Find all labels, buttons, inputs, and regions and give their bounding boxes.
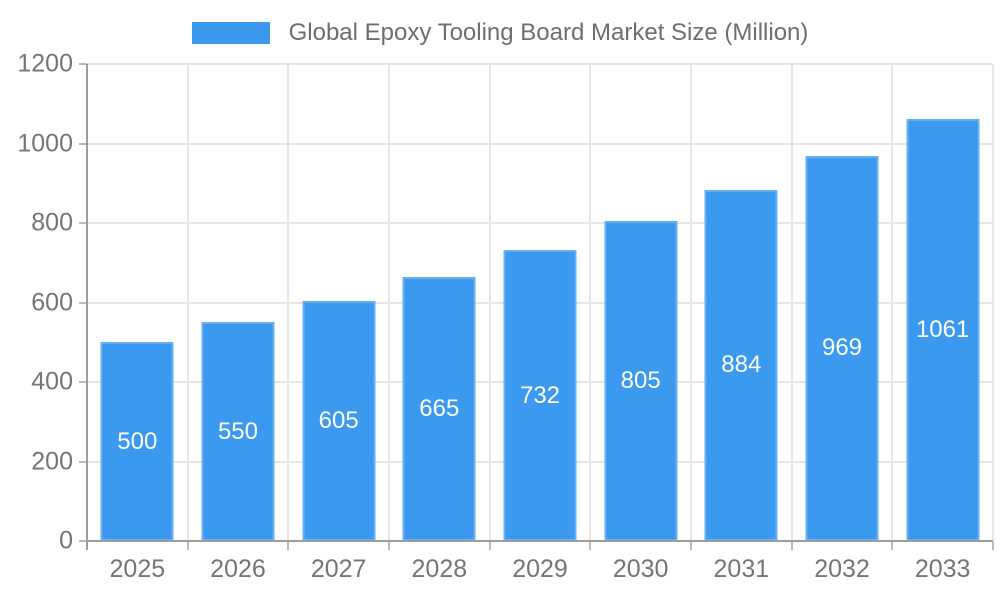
x-tick-label: 2031: [713, 555, 770, 583]
y-tick-mark: [79, 301, 87, 304]
x-tick-label: 2030: [612, 555, 669, 583]
v-gridline: [287, 64, 290, 541]
y-axis-line: [86, 64, 88, 550]
x-tick-label: 2027: [310, 555, 367, 583]
legend-item[interactable]: Global Epoxy Tooling Board Market Size (…: [191, 19, 809, 47]
x-tick-mark: [689, 542, 692, 550]
v-gridline: [589, 64, 592, 541]
bar[interactable]: 805: [604, 221, 678, 541]
bar[interactable]: 665: [402, 276, 476, 541]
y-tick-label: 800: [31, 208, 73, 237]
v-gridline: [186, 64, 189, 541]
x-axis-line: [87, 540, 993, 542]
bar[interactable]: 550: [201, 322, 275, 541]
x-tick-label: 2029: [512, 555, 568, 583]
y-tick-label: 1000: [17, 129, 73, 157]
x-tick-mark: [589, 542, 592, 550]
y-tick-mark: [79, 460, 87, 463]
x-tick-label: 2025: [109, 555, 166, 583]
bar-value-label: 605: [318, 406, 359, 434]
bar[interactable]: 1061: [906, 119, 980, 541]
v-gridline: [992, 64, 994, 541]
x-tick-mark: [992, 542, 994, 550]
bar[interactable]: 605: [302, 300, 376, 541]
v-gridline: [488, 64, 491, 541]
y-tick-label: 0: [59, 526, 73, 555]
y-tick-label: 600: [31, 288, 73, 316]
bar[interactable]: 732: [503, 250, 577, 541]
legend-swatch-icon: [191, 22, 270, 44]
bar-value-label: 665: [419, 394, 460, 422]
bar-value-label: 1061: [915, 316, 970, 344]
bar[interactable]: 969: [805, 155, 879, 541]
x-tick-label: 2028: [411, 555, 468, 583]
x-tick-label: 2026: [210, 555, 266, 583]
y-tick-mark: [79, 540, 87, 542]
y-tick-mark: [79, 381, 87, 384]
v-gridline: [891, 64, 894, 541]
y-tick-label: 200: [31, 447, 73, 476]
h-gridline: [87, 142, 993, 145]
y-tick-mark: [79, 222, 87, 225]
x-tick-mark: [186, 542, 189, 550]
bar-value-label: 969: [821, 334, 863, 362]
h-gridline: [87, 222, 993, 225]
bar-value-label: 884: [721, 351, 762, 379]
bar[interactable]: 884: [704, 189, 778, 541]
plot-area: 0 200 400 600 800 1000 1200 2025 2026 2027 2028 202…: [17, 51, 994, 582]
x-tick-mark: [488, 542, 491, 550]
v-gridline: [790, 64, 793, 541]
bar-value-label: 550: [217, 417, 258, 445]
x-tick-mark: [387, 542, 390, 550]
h-gridline: [87, 63, 993, 65]
legend: Global Epoxy Tooling Board Market Size (…: [0, 19, 1000, 47]
legend-label: Global Epoxy Tooling Board Market Size (…: [288, 19, 809, 46]
v-gridline: [387, 64, 390, 541]
y-tick-label: 400: [31, 367, 73, 396]
x-tick-mark: [790, 542, 793, 550]
x-tick-mark: [287, 542, 290, 550]
x-tick-mark: [891, 542, 894, 550]
x-tick-label: 2032: [814, 555, 870, 583]
y-tick-label: 1200: [17, 49, 73, 78]
y-tick-mark: [79, 142, 87, 145]
v-gridline: [689, 64, 692, 541]
y-tick-mark: [79, 63, 87, 65]
bar[interactable]: 500: [100, 342, 174, 541]
bar-value-label: 500: [117, 427, 158, 455]
x-tick-label: 2033: [914, 555, 971, 583]
bar-value-label: 805: [620, 367, 661, 394]
bar-value-label: 732: [519, 381, 561, 409]
